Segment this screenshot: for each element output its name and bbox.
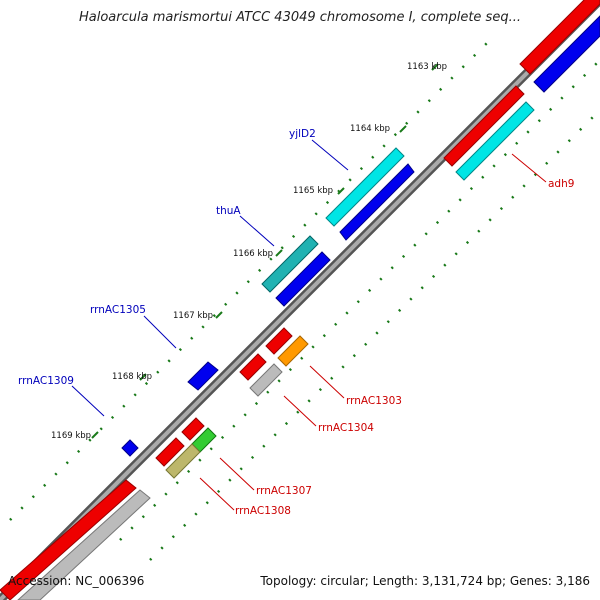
callout-rrnAC1303 xyxy=(309,365,345,399)
gene-label-yjlD2[interactable]: yjlD2 xyxy=(289,128,316,140)
tick-mark xyxy=(139,373,147,381)
tick-label: 1168 kbp xyxy=(112,372,152,382)
callout-yjlD2 xyxy=(311,139,349,171)
callout-rrnAC1308 xyxy=(199,477,235,511)
callout-rrnAC1307 xyxy=(219,457,255,491)
feature-adh9-red xyxy=(443,85,525,167)
feature-red-bottom xyxy=(0,479,137,600)
feature-red-top xyxy=(519,0,600,75)
feature-red-cluster-b1 xyxy=(155,437,185,467)
tick-mark xyxy=(215,311,223,319)
gene-label-rrnAC1307[interactable]: rrnAC1307 xyxy=(256,485,312,497)
feature-gray-bottom xyxy=(17,489,151,600)
feature-red-cluster-a1 xyxy=(239,353,267,381)
tick-mark xyxy=(337,187,345,195)
feature-rrnAC1304 xyxy=(249,363,283,397)
gene-label-rrnAC1309[interactable]: rrnAC1309 xyxy=(18,375,74,387)
callout-rrnAC1309 xyxy=(71,385,105,417)
tick-label: 1166 kbp xyxy=(233,249,273,259)
feature-rrnAC1309 xyxy=(121,439,139,457)
feature-thuA xyxy=(261,235,319,293)
tick-mark xyxy=(91,431,99,439)
gene-label-adh9[interactable]: adh9 xyxy=(548,178,574,190)
callout-adh9 xyxy=(511,153,547,183)
callout-lines xyxy=(71,139,547,511)
tick-label: 1169 kbp xyxy=(51,431,91,441)
tick-label: 1167 kbp xyxy=(173,311,213,321)
tick-label: 1165 kbp xyxy=(293,186,333,196)
feature-blue-yjlD2 xyxy=(339,163,415,241)
tick-marks xyxy=(91,63,439,439)
feature-blue-thuA xyxy=(275,251,331,307)
tick-mark xyxy=(431,63,439,71)
feature-blue-top xyxy=(533,15,600,93)
gene-label-rrnAC1303[interactable]: rrnAC1303 xyxy=(346,395,402,407)
feature-rrnAC1305 xyxy=(187,361,219,391)
feature-red-cluster-a2 xyxy=(265,327,293,355)
gene-label-rrnAC1304[interactable]: rrnAC1304 xyxy=(318,422,374,434)
track-guides xyxy=(9,39,600,561)
callout-rrnAC1305 xyxy=(143,315,177,349)
feature-yjlD2 xyxy=(325,147,405,227)
inner-guide-1 xyxy=(119,59,600,541)
callout-thuA xyxy=(239,215,275,247)
tick-label: 1164 kbp xyxy=(350,124,390,134)
gene-label-rrnAC1305[interactable]: rrnAC1305 xyxy=(90,304,146,316)
feature-rrnAC1308 xyxy=(165,443,201,479)
topology-summary: Topology: circular; Length: 3,131,724 bp… xyxy=(260,574,590,588)
tick-mark xyxy=(275,249,283,257)
callout-rrnAC1304 xyxy=(283,395,317,427)
outer-guide-1 xyxy=(9,39,491,521)
accession-label: Accession: NC_006396 xyxy=(8,574,145,588)
feature-red-cluster-b2 xyxy=(181,417,205,441)
feature-rrnAC1303 xyxy=(277,335,309,367)
feature-adh9-cyan xyxy=(455,101,535,181)
gene-label-thuA[interactable]: thuA xyxy=(216,205,241,217)
tick-mark xyxy=(399,125,407,133)
map-title: Haloarcula marismortui ATCC 43049 chromo… xyxy=(79,10,521,25)
gene-label-rrnAC1308[interactable]: rrnAC1308 xyxy=(235,505,291,517)
tick-label: 1163 kbp xyxy=(407,62,447,72)
